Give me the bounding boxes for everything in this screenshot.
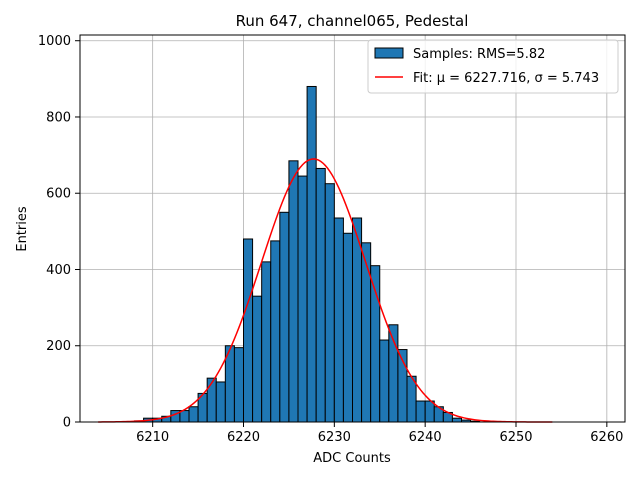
legend: Samples: RMS=5.82 Fit: μ = 6227.716, σ =… [367, 39, 619, 94]
legend-samples-label: Samples: RMS=5.82 [413, 47, 545, 62]
histogram-bar [243, 238, 254, 423]
histogram-bar [352, 217, 363, 423]
x-tick-label: 6250 [499, 430, 532, 445]
histogram-bar [279, 211, 290, 423]
histogram-bar [233, 347, 245, 423]
histogram-bar [379, 339, 390, 423]
histogram-bar [215, 381, 226, 423]
histogram-bar [342, 232, 353, 423]
chart-title: Run 647, channel065, Pedestal [236, 12, 469, 30]
histogram-bar [361, 242, 372, 423]
histogram-bar [252, 295, 263, 423]
x-tick-label: 6230 [318, 430, 351, 445]
x-tick-label: 6240 [409, 430, 442, 445]
y-axis-ticks: 0 200 400 600 800 1000 [38, 34, 80, 431]
y-tick-label: 1000 [38, 34, 71, 49]
y-tick-label: 400 [46, 263, 71, 278]
plot-frame [79, 34, 626, 423]
x-tick-label: 6220 [227, 430, 260, 445]
y-tick-label: 800 [46, 110, 71, 125]
histogram-bar [206, 377, 217, 423]
y-tick-label: 200 [46, 339, 71, 354]
histogram-bar [188, 406, 199, 423]
histogram-bar [315, 167, 326, 423]
histogram-bars [134, 85, 481, 423]
y-tick-label: 0 [63, 416, 71, 431]
y-tick-label: 600 [46, 187, 71, 202]
histogram-bar [306, 85, 317, 423]
x-tick-label: 6210 [136, 430, 169, 445]
histogram-bar [333, 217, 344, 423]
x-tick-label: 6260 [590, 430, 623, 445]
legend-fit-label: Fit: μ = 6227.716, σ = 5.743 [413, 71, 599, 86]
histogram-bar [451, 417, 462, 423]
legend-box [367, 39, 619, 94]
legend-bar-swatch [374, 47, 404, 59]
x-axis-ticks: 6210 6220 6230 6240 6250 6260 [136, 422, 623, 445]
histogram-bar [288, 160, 299, 423]
histogram-bar [324, 183, 335, 423]
histogram-bar [415, 400, 426, 423]
histogram-bar [424, 400, 435, 423]
fit-curve [98, 158, 553, 423]
histogram-bar [297, 175, 308, 423]
histogram-bar [261, 261, 272, 423]
histogram-bar [270, 240, 281, 423]
x-axis-label: ADC Counts [313, 451, 391, 466]
y-axis-label: Entries [15, 206, 30, 252]
